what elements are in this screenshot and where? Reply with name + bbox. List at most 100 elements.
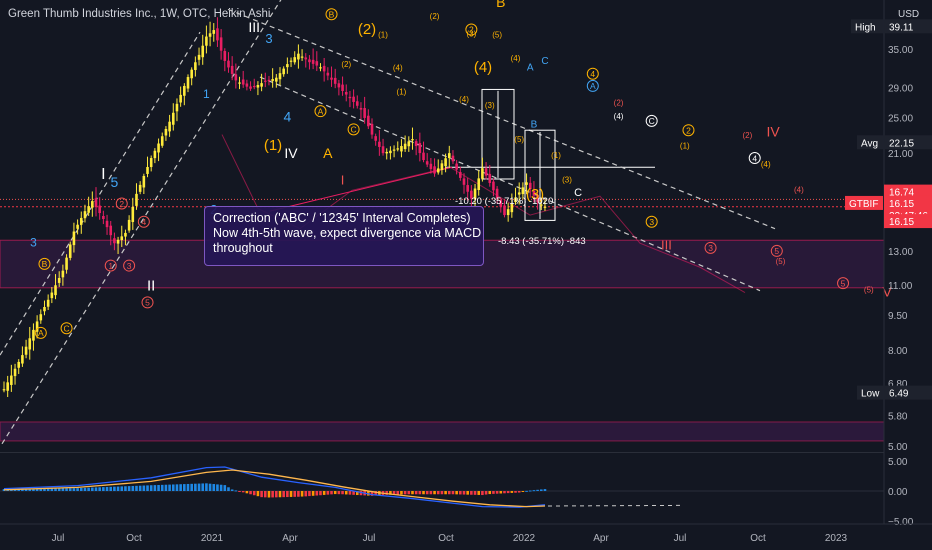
macd-histogram-bar [275, 491, 278, 498]
macd-histogram-bar [113, 486, 116, 491]
macd-histogram-bar [289, 491, 293, 497]
candle-body [153, 150, 157, 159]
macd-histogram-bar [525, 490, 528, 492]
macd-histogram-bar [127, 486, 131, 491]
macd-histogram-bar [459, 491, 462, 495]
macd-histogram-bar [197, 483, 201, 491]
trend-line [259, 76, 761, 292]
candle-body [385, 151, 389, 154]
candle-body [245, 83, 249, 87]
wave-circle [123, 259, 136, 272]
candle-body [10, 375, 13, 385]
price-tick-label: 9.50 [888, 311, 908, 322]
candle-body [149, 158, 153, 168]
candle-body [337, 83, 341, 88]
candle-body [24, 346, 28, 355]
macd-histogram-bar [50, 488, 54, 491]
macd-histogram-bar [304, 491, 308, 497]
candle-body [444, 158, 447, 167]
price-tick-label: 6.80 [888, 379, 908, 390]
macd-histogram-bar [293, 491, 297, 497]
macd-histogram-bar [330, 491, 333, 495]
wave-small-label: (4) [511, 54, 521, 63]
trend-line [1, 0, 282, 445]
chart-title: Green Thumb Industries Inc., 1W, OTC, He… [8, 8, 271, 20]
candle-body [481, 168, 484, 179]
wave-circle [586, 67, 599, 80]
macd-histogram-bar [223, 485, 227, 491]
macd-histogram-bar [142, 485, 146, 491]
wave-label: 1 [203, 87, 210, 101]
macd-histogram-bar [153, 485, 157, 491]
candle-body [227, 60, 230, 68]
macd-histogram-bar [407, 491, 411, 495]
macd-histogram-bar [98, 487, 101, 491]
macd-histogram-bar [201, 483, 205, 491]
macd-histogram-bar [374, 491, 377, 496]
wave-label: IV [284, 145, 298, 161]
macd-line [3, 466, 546, 508]
macd-histogram-bar [164, 484, 168, 491]
wave-circle [104, 259, 117, 272]
macd-histogram-bar [28, 488, 32, 491]
macd-histogram-bar [352, 491, 355, 495]
wave-small-label: (4) [761, 160, 771, 169]
candle-body [17, 361, 21, 368]
price-tag-label: GTBIF [849, 199, 878, 210]
wave-circle [748, 152, 761, 165]
wave-circle [137, 215, 150, 228]
candle-body [367, 115, 370, 127]
macd-histogram-bar [43, 488, 46, 491]
candle-body [54, 285, 57, 296]
macd-histogram-bar [433, 491, 436, 495]
macd-histogram-bar [35, 488, 39, 491]
time-axis[interactable]: Jul Oct 2021 Apr Jul Oct 2022 Apr Jul Oct 2023 [0, 523, 932, 544]
time-tick-label: 2023 [825, 533, 848, 544]
macd-histogram-bar [208, 483, 212, 491]
currency-label[interactable]: USD [898, 9, 920, 20]
macd-histogram-bar [297, 491, 300, 497]
macd-histogram-bar [135, 485, 138, 491]
wave-small-label: (3) [562, 175, 572, 184]
wave-circle-label: C [649, 116, 655, 126]
wave-small-label: (4) [459, 95, 469, 104]
candle-body [160, 136, 164, 146]
macd-histogram-bar [514, 491, 517, 493]
time-tick-label: 2021 [201, 533, 224, 544]
wave-small-label: (5) [864, 286, 874, 295]
candle-body [470, 190, 473, 199]
macd-histogram-bar [436, 491, 440, 495]
price-tag-value: 6.49 [889, 389, 909, 400]
macd-histogram-bar [252, 491, 256, 496]
macd-histogram-bar [105, 486, 109, 491]
wave-circle [60, 322, 73, 335]
macd-histogram-bar [157, 484, 160, 491]
candle-body [330, 77, 333, 80]
macd-histogram-bar [54, 488, 57, 491]
analysis-note[interactable]: Correction ('ABC' / '12345' Interval Com… [204, 206, 484, 266]
time-tick-label: 2022 [513, 533, 536, 544]
candle-body [46, 299, 50, 307]
wave-label: III [248, 19, 260, 35]
price-axis[interactable]: 35.0029.0025.0021.0016.0013.0011.009.508… [883, 0, 914, 528]
wave-label: II [147, 278, 155, 295]
candle-body [230, 65, 234, 74]
candle-body [91, 201, 94, 208]
candle-body [315, 61, 319, 66]
macd-histogram-bar [194, 483, 197, 491]
candle-body [102, 215, 105, 220]
wave-small-label: (2) [614, 99, 624, 108]
macd-histogram-bar [263, 491, 267, 498]
measure-box [524, 129, 556, 221]
wave-small-label: (2) [430, 12, 440, 21]
note-line: throughout [213, 241, 273, 255]
macd-histogram-bar [87, 487, 90, 491]
candle-body [212, 30, 216, 34]
candle-body [407, 141, 411, 147]
candle-body [124, 232, 127, 237]
macd-histogram-bar [473, 491, 477, 495]
zone-band [0, 421, 885, 442]
candle-body [455, 163, 458, 170]
candle-body [197, 54, 201, 60]
